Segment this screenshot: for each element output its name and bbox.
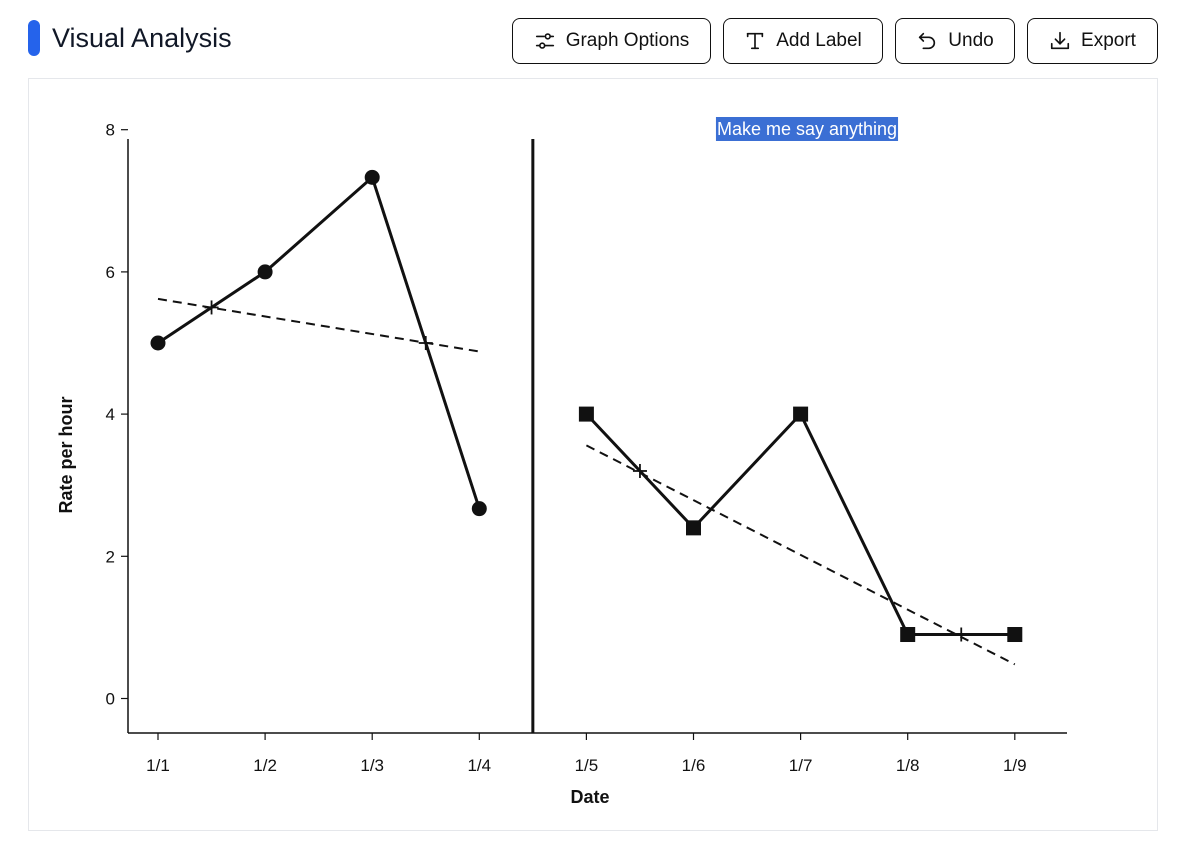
- series-1: [150, 169, 487, 517]
- x-tick-label: 1/5: [575, 756, 599, 775]
- x-tick-label: 1/3: [360, 756, 384, 775]
- line-chart: 0 2 4 6 8 1/1 1/2 1/3 1/4 1/5 1/6 1/7 1/8 1/9 Date Rate…: [56, 117, 1067, 807]
- trend-line: [585, 444, 1016, 666]
- graph-options-label: Graph Options: [565, 30, 690, 51]
- annotation-text: Make me say anything: [717, 119, 897, 139]
- data-point: [686, 520, 701, 536]
- data-point: [900, 627, 916, 643]
- undo-label: Undo: [948, 30, 994, 51]
- data-line: [157, 174, 481, 510]
- y-tick-label: 6: [106, 263, 115, 282]
- x-tick-label: 1/4: [467, 756, 491, 775]
- annotation-highlight: [715, 117, 899, 141]
- x-tick-label: 1/2: [253, 756, 277, 775]
- chart-annotation: Make me say anything: [715, 117, 899, 141]
- download-icon: [1049, 30, 1071, 52]
- y-tick-label: 2: [106, 547, 115, 566]
- undo-button[interactable]: Undo: [895, 18, 1015, 64]
- x-tick-label: 1/1: [146, 756, 170, 775]
- graph-options-button[interactable]: Graph Options: [512, 18, 711, 64]
- x-tick-label: 1/7: [789, 756, 813, 775]
- title-accent-bar: [28, 20, 40, 56]
- add-label-label: Add Label: [776, 30, 862, 51]
- y-tick-label: 0: [106, 690, 115, 709]
- data-line: [585, 411, 1015, 637]
- header-bar: Visual Analysis Graph Options Add Label …: [0, 0, 1186, 78]
- export-button[interactable]: Export: [1027, 18, 1158, 64]
- data-point: [471, 501, 487, 517]
- x-tick-label: 1/9: [1003, 756, 1027, 775]
- x-tick-label: 1/6: [682, 756, 706, 775]
- text-t-icon: [744, 30, 766, 52]
- data-point: [578, 406, 594, 422]
- x-tick-label: 1/8: [896, 756, 920, 775]
- add-label-button[interactable]: Add Label: [723, 18, 883, 64]
- data-point: [150, 335, 166, 351]
- x-axis-title: Date: [570, 787, 609, 807]
- data-point: [257, 264, 273, 280]
- data-point: [793, 406, 809, 422]
- y-tick-label: 8: [106, 121, 115, 140]
- undo-arrow-icon: [916, 30, 938, 52]
- page-title: Visual Analysis: [52, 23, 232, 53]
- graph-panel: 0 2 4 6 8 1/1 1/2 1/3 1/4 1/5 1/6 1/7 1/8 1/9 Date Rate…: [28, 78, 1158, 831]
- series-2: [578, 406, 1023, 666]
- sliders-icon: [534, 30, 556, 52]
- y-tick-label: 4: [106, 405, 115, 424]
- data-point: [1007, 627, 1023, 643]
- data-point: [364, 169, 380, 185]
- y-axis-title: Rate per hour: [56, 396, 76, 513]
- export-label: Export: [1081, 30, 1136, 51]
